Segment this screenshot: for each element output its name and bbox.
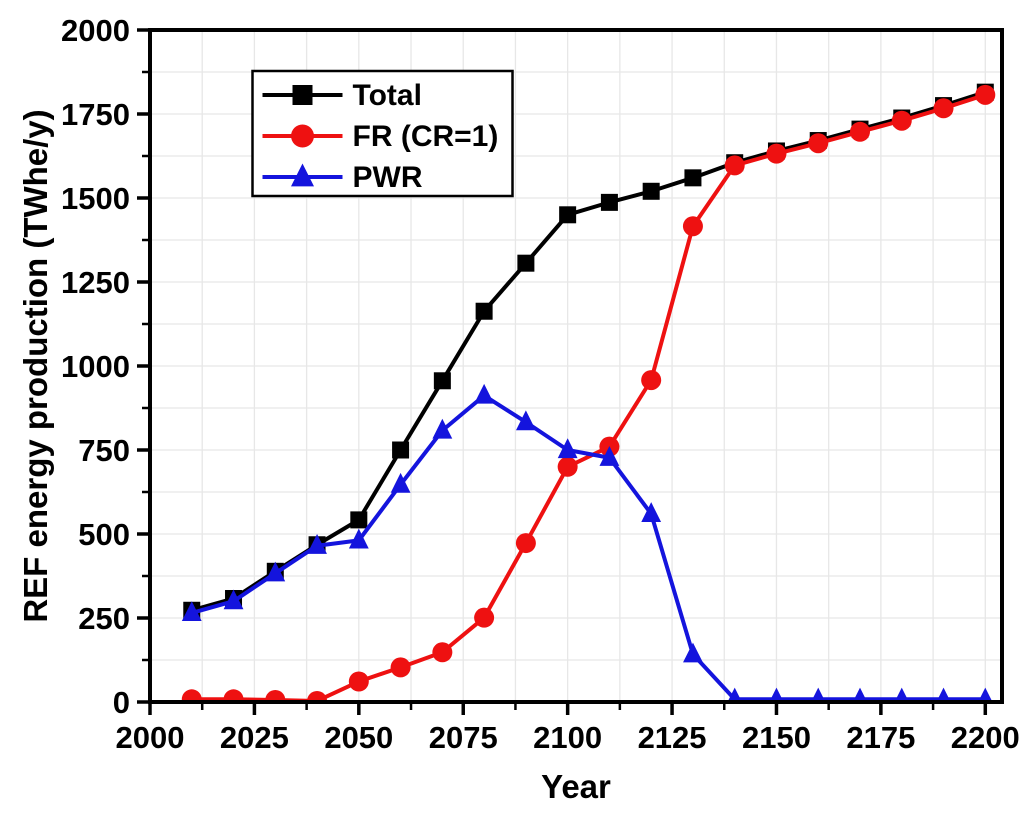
data-point-triangle [390,472,411,493]
y-tick-label: 2000 [61,13,130,48]
data-point-triangle [726,687,743,704]
y-axis-title: REF energy production (TWhe/y) [17,109,54,623]
data-point-triangle [683,642,703,663]
legend-label: PWR [353,161,423,194]
data-point-triangle [307,534,327,554]
plot-border [148,28,1004,704]
data-point-circle [808,133,829,154]
series-fr-cr-1 [181,84,996,704]
data-point-square [600,193,618,211]
data-point-triangle [851,687,869,704]
y-tick-labels: 0 250 500 750 1000 1250 1500 1750 2000 [61,13,130,720]
data-point-triangle [810,687,827,704]
data-point-triangle [474,383,495,404]
legend: Total FR (CR=1) PWR [251,69,514,198]
x-tick-label: 2100 [533,720,602,755]
y-tick-label: 500 [78,517,130,552]
data-point-circle [975,84,996,105]
data-point-circle [181,689,202,704]
x-tick-label: 2125 [638,720,707,755]
data-point-circle [766,143,787,164]
data-point-circle [515,533,536,554]
legend-label: Total [353,79,422,112]
data-point-circle [291,124,314,148]
data-point-triangle [432,418,453,439]
data-point-circle [348,671,369,692]
data-point-circle [474,607,495,628]
data-point-circle [557,456,578,477]
legend-label: FR (CR=1) [353,120,499,153]
data-point-circle [432,642,453,663]
y-tick-label: 1250 [61,265,130,300]
data-point-circle [641,370,662,391]
data-point-circle [850,121,870,142]
data-point-square [475,302,493,320]
data-point-square [517,254,535,272]
y-tick-label: 1000 [61,349,130,384]
data-point-square [292,85,313,105]
series-pwr [181,383,994,704]
data-point-triangle [348,528,369,549]
data-point-triangle [977,687,994,704]
y-tick-label: 750 [78,433,130,468]
x-tick-label: 2000 [116,720,185,755]
data-point-triangle [291,163,314,187]
y-tick-label: 0 [113,685,130,720]
x-tick-label: 2025 [220,720,289,755]
data-point-triangle [223,589,244,610]
data-point-square [642,182,660,200]
data-point-square [684,169,702,187]
series-line [191,393,986,702]
data-point-square [350,511,368,529]
data-point-triangle [265,561,286,582]
axis-ticks [137,28,988,715]
data-point-circle [265,689,286,704]
data-point-square [433,372,451,390]
data-point-triangle [557,438,578,459]
x-tick-label: 2150 [742,720,811,755]
x-axis-title: Year [541,768,611,805]
data-point-circle [933,98,954,119]
y-tick-label: 250 [78,601,130,636]
y-tick-label: 1750 [61,97,130,132]
x-tick-labels: 2000 2025 2050 2075 2100 2125 2150 2175 2200 [116,720,1020,755]
data-point-triangle [641,502,662,522]
data-point-square [559,206,577,224]
data-point-triangle [181,601,202,622]
x-tick-label: 2200 [951,720,1020,755]
y-tick-label: 1500 [61,181,130,216]
data-point-circle [682,216,703,237]
data-point-circle [390,657,411,678]
x-tick-label: 2075 [429,720,498,755]
data-point-triangle [515,410,536,431]
data-point-triangle [599,446,620,466]
data-point-triangle [893,687,910,704]
data-point-triangle [768,687,785,704]
data-point-square [392,441,410,459]
data-point-circle [891,110,912,131]
x-tick-label: 2175 [846,720,915,755]
data-point-triangle [935,687,952,704]
data-point-circle [223,689,244,704]
data-point-circle [724,155,745,176]
x-tick-label: 2050 [324,720,393,755]
